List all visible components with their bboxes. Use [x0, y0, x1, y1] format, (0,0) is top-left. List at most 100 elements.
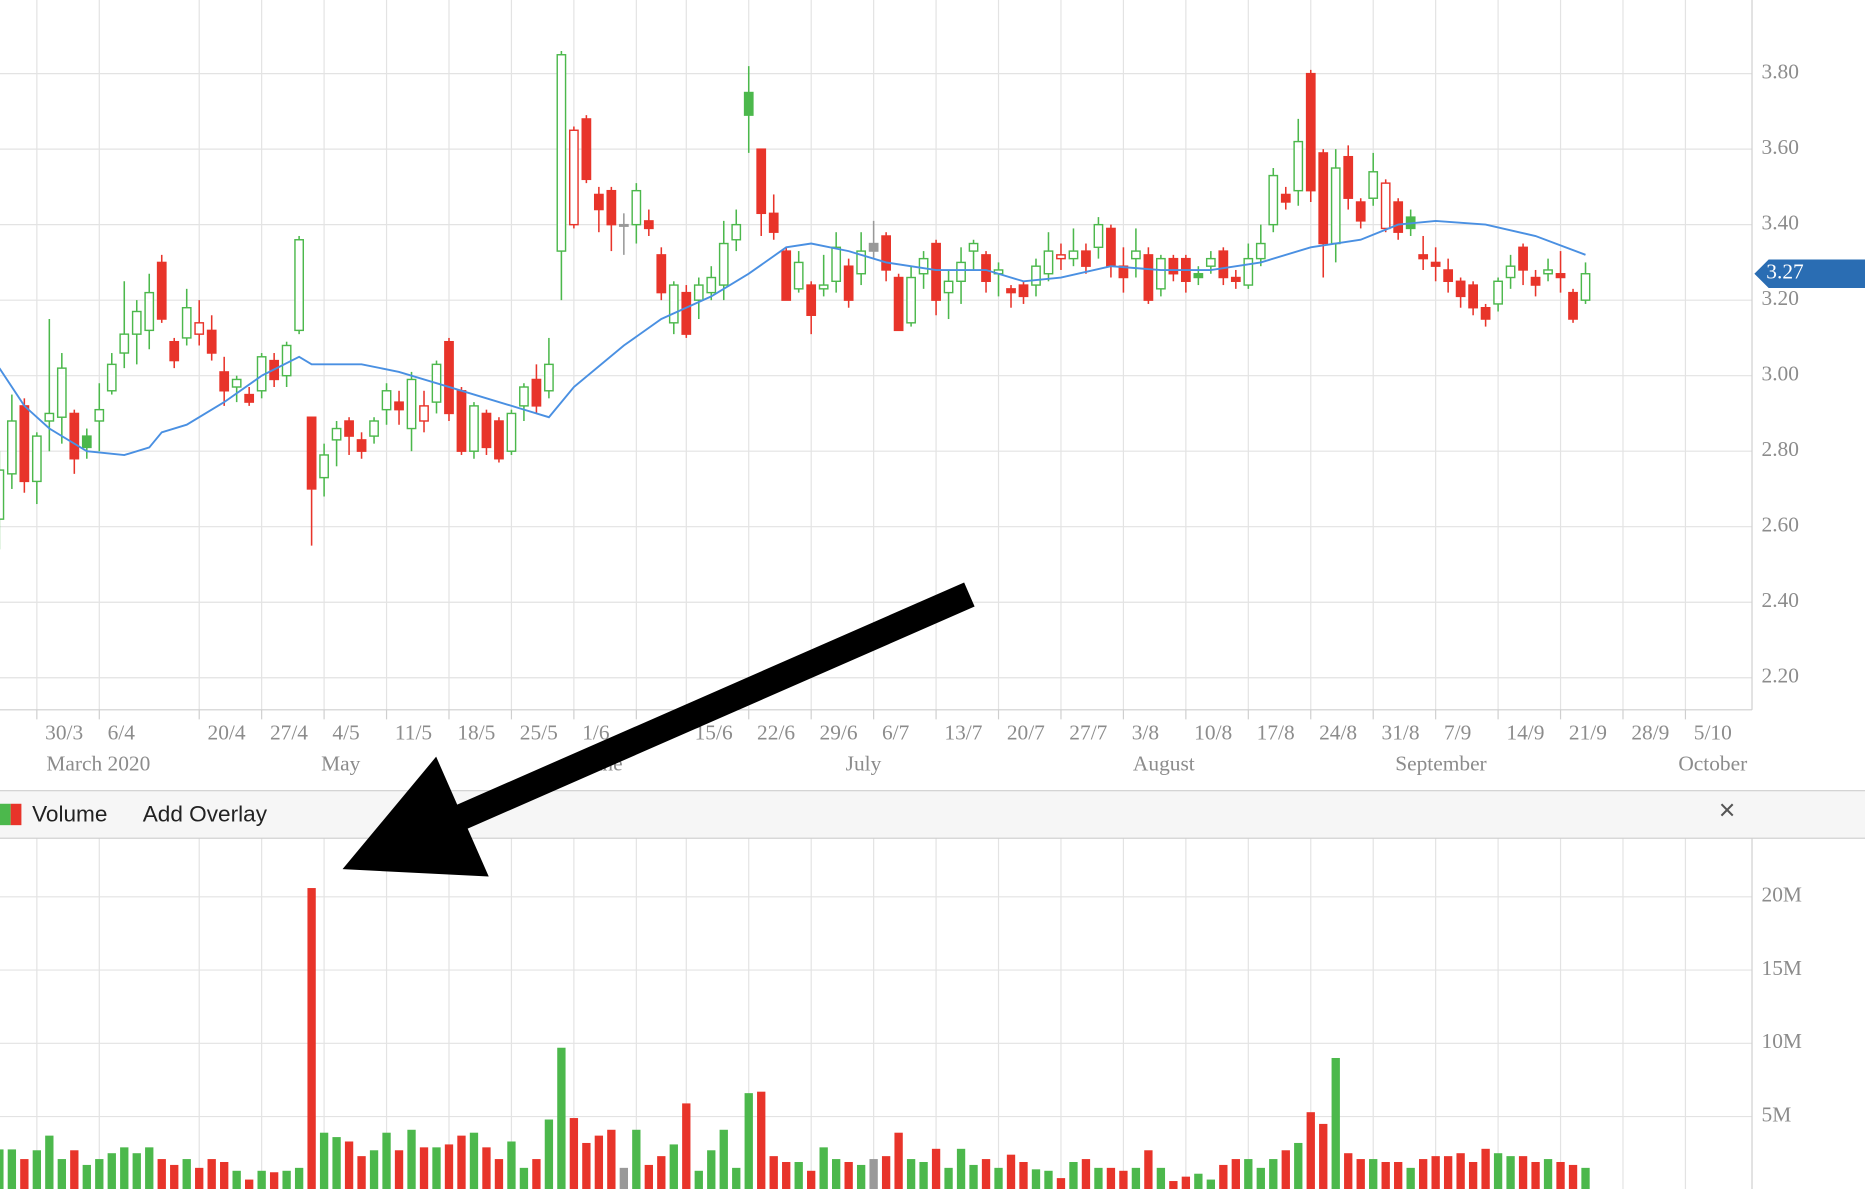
x-tick-label: 21/9: [1569, 721, 1607, 745]
candle-body: [281, 344, 292, 377]
volume-bar: [1144, 1150, 1153, 1189]
x-tick-label: 7/9: [1444, 721, 1471, 745]
candle-body: [806, 284, 817, 316]
close-panel-button[interactable]: ×: [1719, 795, 1736, 827]
volume-bar: [981, 1159, 991, 1189]
candle-body: [1355, 201, 1366, 222]
moving-average-line: [0, 219, 1586, 456]
volume-bar: [831, 1159, 841, 1189]
volume-bar: [1219, 1164, 1228, 1189]
volume-bar: [1056, 1178, 1066, 1189]
volume-bar: [1331, 1057, 1340, 1189]
volume-bar: [1206, 1179, 1216, 1189]
volume-bar: [782, 1161, 791, 1189]
y-tick-label: 2.80: [1762, 437, 1799, 461]
candle-body: [1243, 257, 1254, 286]
volume-bar: [182, 1159, 191, 1189]
x-tick-label: 18/5: [457, 721, 495, 745]
add-overlay-button[interactable]: Add Overlay: [143, 802, 268, 827]
candle-body: [1118, 265, 1129, 279]
candle-body: [1530, 276, 1541, 286]
volume-bar: [507, 1141, 516, 1189]
volume-bar: [1581, 1167, 1590, 1189]
volume-bar: [1406, 1167, 1415, 1189]
volume-tick-label: 20M: [1762, 883, 1802, 907]
y-tick-label: 2.60: [1762, 513, 1799, 537]
volume-bar: [457, 1135, 466, 1189]
volume-tick-label: 15M: [1762, 956, 1802, 980]
candle-body: [668, 284, 679, 324]
volume-tick-label: 10M: [1762, 1029, 1802, 1053]
candle-body: [606, 189, 617, 226]
candle-body: [856, 250, 867, 275]
candle-body: [444, 340, 454, 415]
volume-bar: [1106, 1167, 1116, 1189]
candle-body: [556, 54, 567, 252]
volume-bar: [70, 1150, 79, 1189]
candle-body: [1056, 254, 1066, 260]
y-tick-label: 3.20: [1762, 286, 1799, 310]
candle-body: [419, 405, 429, 422]
volume-bar: [7, 1149, 17, 1189]
volume-bar: [207, 1159, 216, 1189]
volume-bar: [1031, 1169, 1041, 1189]
candle-body: [906, 276, 916, 324]
volume-bar: [807, 1170, 816, 1189]
candle-body: [868, 242, 879, 252]
volume-grid: [0, 838, 1753, 1189]
volume-bar: [469, 1132, 479, 1189]
volume-bar: [319, 1132, 329, 1189]
volume-bar: [906, 1159, 916, 1189]
volume-bar: [1394, 1161, 1403, 1189]
candle-body: [206, 329, 217, 354]
volume-bar: [682, 1103, 691, 1189]
candle-body: [156, 261, 167, 320]
volume-bar: [0, 1149, 4, 1189]
candle-body: [94, 408, 105, 422]
candle-body: [19, 405, 30, 483]
volume-bar: [1081, 1159, 1091, 1189]
volume-bar: [757, 1091, 766, 1189]
volume-bar: [82, 1164, 91, 1189]
volume-bar: [844, 1161, 853, 1189]
x-tick-label: 4/5: [332, 721, 359, 745]
candle-body: [344, 420, 354, 437]
candle-body: [1455, 280, 1466, 298]
candle-body: [1480, 307, 1491, 320]
candle-body: [194, 322, 205, 335]
month-label: July: [846, 752, 882, 776]
candle-body: [1043, 250, 1054, 275]
candle-body: [1106, 227, 1116, 267]
volume-bar: [307, 888, 316, 1189]
volume-bar: [195, 1167, 204, 1189]
candle-body: [681, 291, 692, 335]
volume-bar: [1543, 1159, 1553, 1189]
volume-bar: [95, 1159, 104, 1189]
month-label: May: [321, 752, 361, 776]
volume-bar: [1344, 1153, 1353, 1189]
volume-bar: [607, 1129, 616, 1189]
volume-bar: [1044, 1170, 1053, 1189]
volume-bar: [582, 1142, 591, 1189]
volume-bar: [1556, 1161, 1565, 1189]
candle-body: [169, 340, 180, 362]
volume-bar: [107, 1153, 116, 1189]
candle-body: [1505, 265, 1516, 279]
candle-body: [231, 378, 242, 388]
volume-bar: [657, 1156, 666, 1189]
candle-body: [531, 378, 542, 407]
volume-bar: [220, 1161, 229, 1189]
candle-body: [181, 307, 192, 339]
volume-bar: [544, 1119, 554, 1189]
candle-body: [1418, 254, 1429, 260]
volume-panel-header: [0, 790, 1865, 839]
volume-bar: [294, 1167, 304, 1189]
candle-body: [456, 390, 467, 452]
volume-bar: [569, 1118, 579, 1189]
candle-body: [1430, 261, 1441, 267]
candle-body: [144, 291, 155, 332]
volume-bar: [994, 1167, 1003, 1189]
candle-body: [0, 469, 5, 520]
volume-bar: [494, 1159, 504, 1189]
